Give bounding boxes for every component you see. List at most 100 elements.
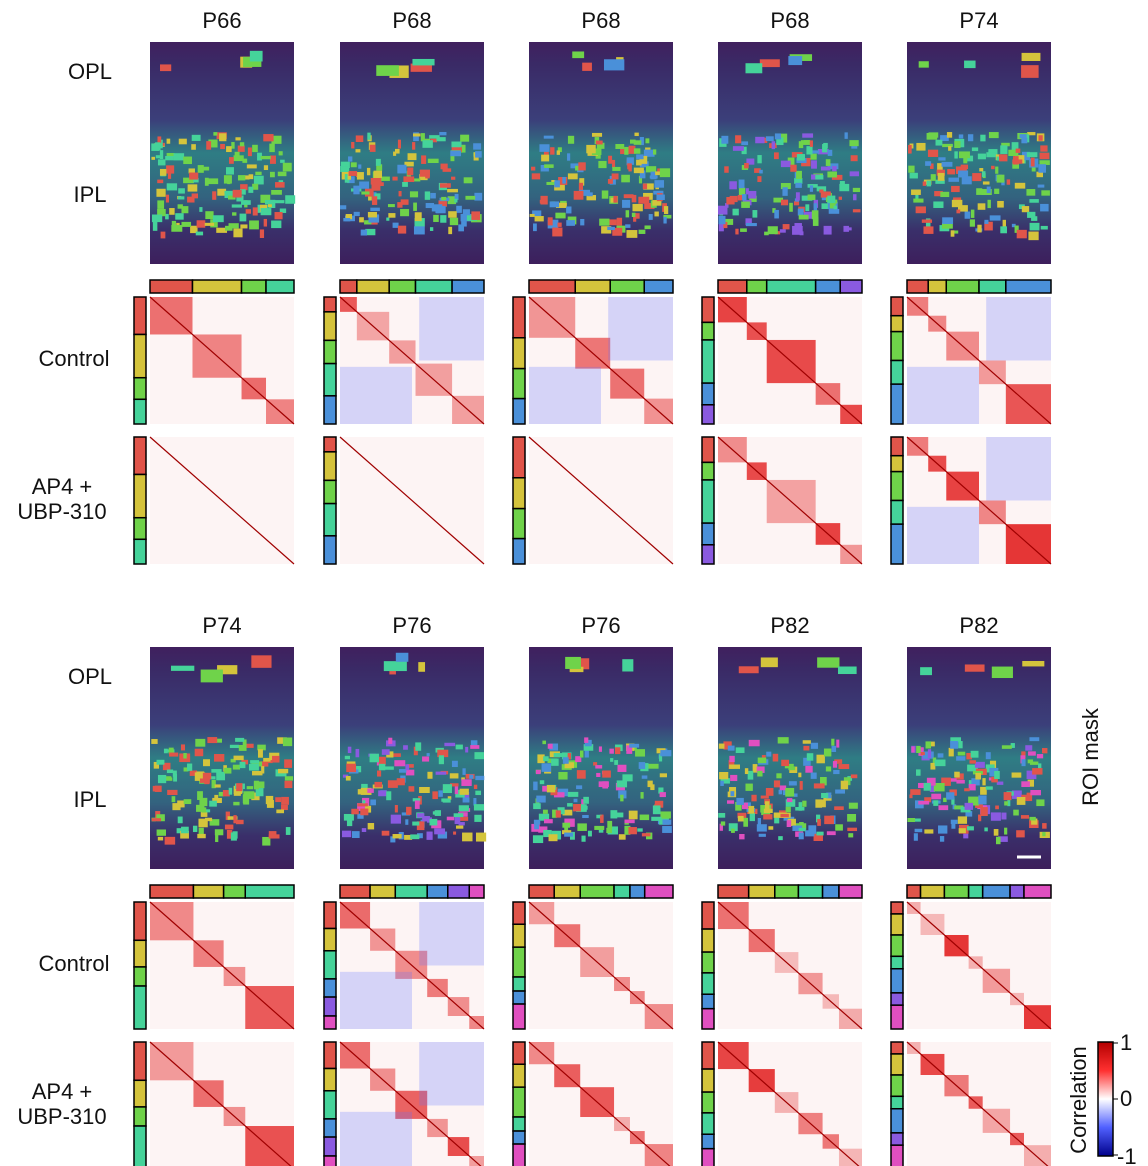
roi-blob xyxy=(362,800,365,803)
roi-blob xyxy=(236,783,242,791)
roi-blob xyxy=(533,782,537,791)
roi-blob xyxy=(271,221,281,229)
roi-blob xyxy=(821,203,827,209)
roi-blob xyxy=(972,147,978,151)
roi-blob xyxy=(534,820,540,825)
roi-blob xyxy=(989,132,999,138)
roi-blob xyxy=(247,164,257,168)
roi-blob xyxy=(1042,748,1047,753)
cluster-strip xyxy=(134,378,146,400)
roi-blob xyxy=(749,740,760,746)
roi-blob xyxy=(234,756,244,761)
roi-blob xyxy=(1026,189,1035,196)
row-label: IPL xyxy=(73,182,106,207)
cluster-strip xyxy=(324,1137,336,1156)
roi-blob xyxy=(983,181,990,184)
roi-blob xyxy=(203,167,209,171)
cluster-strip xyxy=(427,885,448,898)
roi-blob xyxy=(845,132,848,138)
roi-blob xyxy=(588,831,592,837)
roi-blob xyxy=(719,744,725,749)
cluster-strip xyxy=(839,885,862,898)
roi-blob xyxy=(911,189,921,194)
roi-blob xyxy=(656,195,664,200)
roi-blob xyxy=(965,212,971,219)
roi-blob xyxy=(654,212,658,217)
cluster-strip xyxy=(702,1009,714,1029)
cluster-strip xyxy=(513,297,525,338)
panel-title: P74 xyxy=(959,8,998,33)
roi-blob xyxy=(1016,149,1021,153)
roi-blob xyxy=(1001,813,1006,820)
roi-blob xyxy=(203,759,210,766)
roi-blob xyxy=(583,797,589,804)
roi-blob xyxy=(1000,226,1007,233)
roi-blob xyxy=(397,165,406,174)
roi-blob xyxy=(799,215,809,220)
roi-blob xyxy=(987,200,990,208)
roi-blob xyxy=(807,753,813,760)
roi-blob xyxy=(970,219,975,226)
roi-blob xyxy=(261,208,272,215)
roi-blob xyxy=(719,216,726,224)
roi-blob xyxy=(264,165,268,170)
roi-blob xyxy=(815,175,823,179)
row-label: AP4 + xyxy=(32,1079,93,1104)
roi-blob xyxy=(1040,153,1050,160)
roi-blob xyxy=(454,813,464,817)
cluster-strip xyxy=(513,399,525,424)
roi-blob xyxy=(619,834,626,839)
cluster-strip xyxy=(245,885,294,898)
roi-blob xyxy=(346,764,356,772)
roi-blob xyxy=(742,194,747,200)
roi-blob xyxy=(279,151,283,155)
roi-blob xyxy=(261,156,271,159)
cluster-strip xyxy=(448,885,469,898)
roi-blob xyxy=(427,753,430,756)
cluster-strip xyxy=(921,885,945,898)
roi-blob xyxy=(566,220,575,226)
roi-blob xyxy=(782,187,787,196)
colorbar xyxy=(1098,1042,1113,1156)
roi-blob xyxy=(958,816,967,823)
roi-blob xyxy=(427,832,433,840)
roi-blob xyxy=(638,197,649,204)
roi-blob xyxy=(189,173,198,180)
cluster-strip xyxy=(395,885,427,898)
roi-blob xyxy=(215,829,223,835)
roi-blob xyxy=(1039,135,1043,141)
roi-blob xyxy=(838,666,857,674)
cluster-strip xyxy=(452,280,484,293)
roi-blob xyxy=(835,824,843,830)
roi-blob xyxy=(542,763,551,772)
roi-blob xyxy=(582,63,592,71)
panel-title: P68 xyxy=(581,8,620,33)
roi-blob xyxy=(643,184,647,190)
cluster-strip xyxy=(702,523,714,545)
roi-blob xyxy=(539,144,549,152)
roi-blob xyxy=(796,171,802,179)
roi-blob xyxy=(368,212,377,217)
cluster-strip xyxy=(389,280,415,293)
roi-blob xyxy=(922,219,932,222)
roi-blob xyxy=(157,760,165,765)
roi-blob xyxy=(161,232,166,239)
roi-blob xyxy=(926,741,931,748)
cluster-strip xyxy=(747,280,767,293)
roi-blob xyxy=(976,188,982,195)
roi-blob xyxy=(422,140,432,148)
roi-blob xyxy=(543,810,548,814)
roi-blob xyxy=(451,142,461,148)
roi-blob xyxy=(462,833,472,842)
roi-blob xyxy=(216,739,222,743)
roi-blob xyxy=(415,212,422,221)
roi-blob xyxy=(602,781,608,788)
roi-blob xyxy=(232,212,236,215)
roi-blob xyxy=(612,167,620,171)
roi-blob xyxy=(847,828,857,831)
roi-blob xyxy=(921,752,925,755)
cluster-strip xyxy=(891,384,903,424)
roi-blob xyxy=(201,670,223,683)
roi-blob xyxy=(360,809,368,816)
roi-blob xyxy=(748,771,754,780)
